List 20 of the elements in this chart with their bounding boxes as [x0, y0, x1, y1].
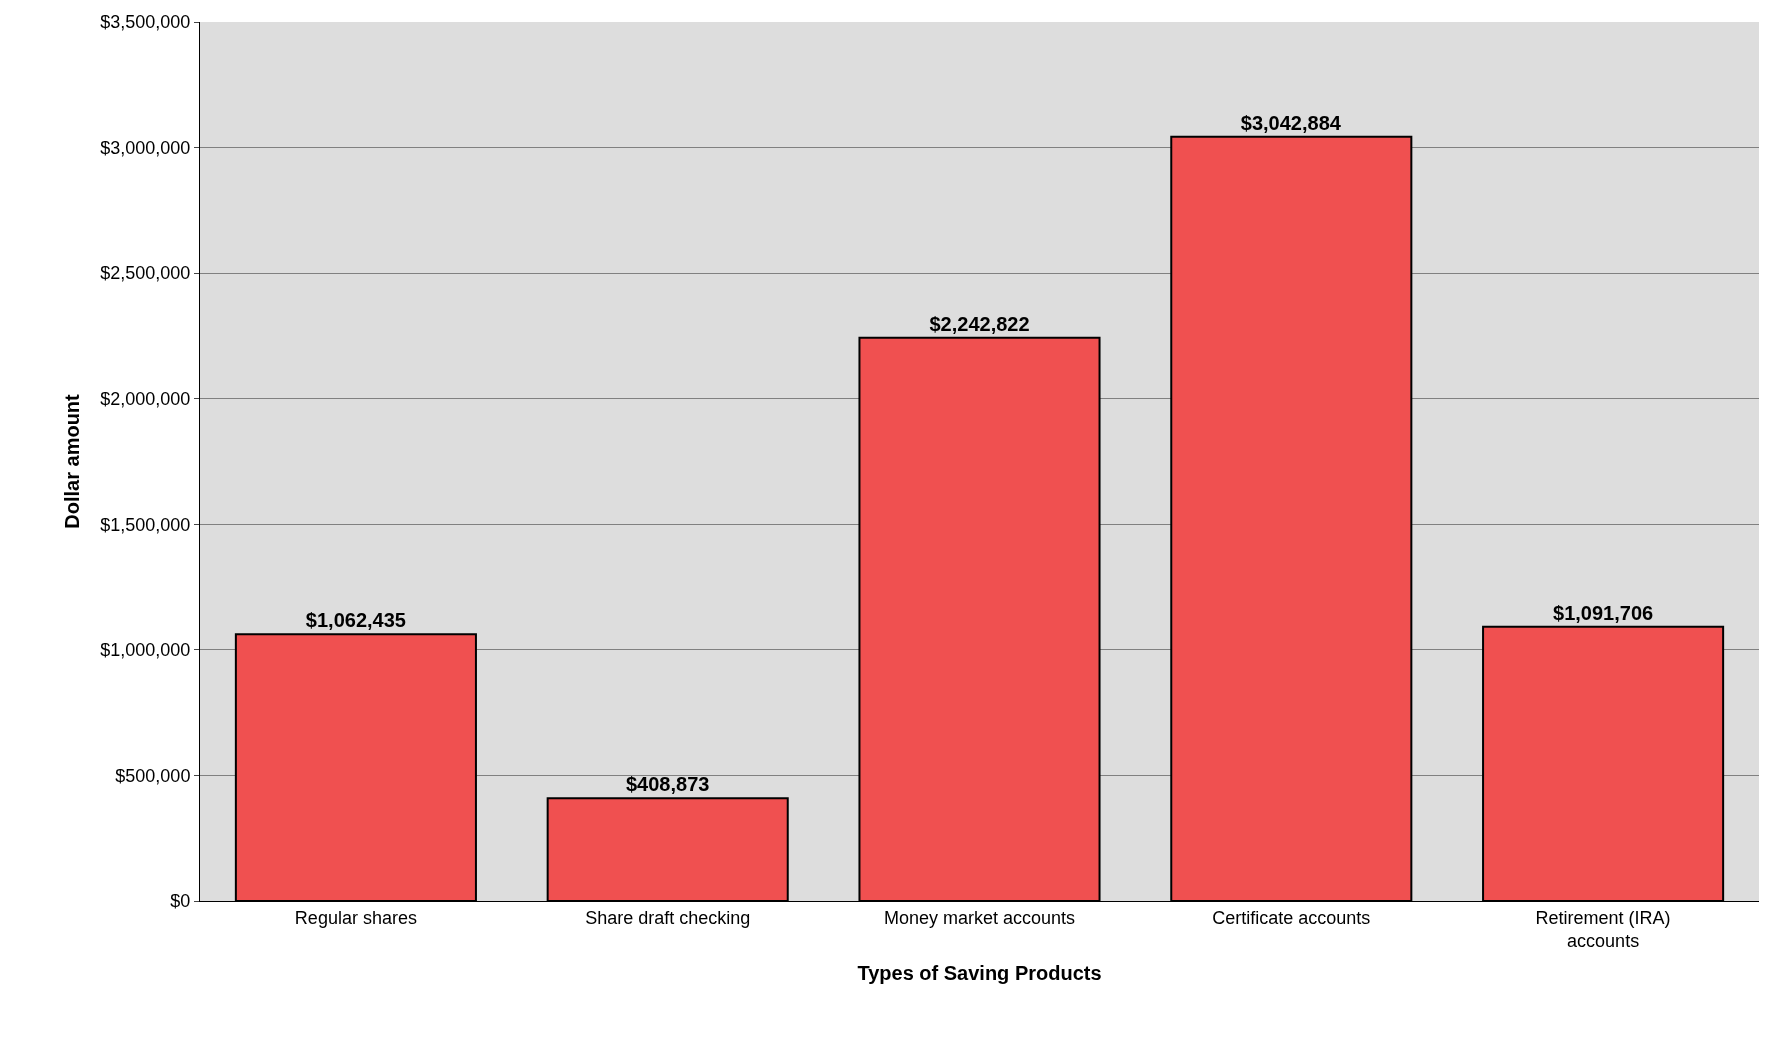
y-tick-label: $2,000,000	[100, 389, 191, 410]
y-tick-label: $1,500,000	[100, 514, 191, 535]
x-tick-label: Certificate accounts	[1212, 907, 1371, 928]
y-axis-title: Dollar amount	[60, 393, 83, 529]
data-label: $1,091,706	[1553, 601, 1654, 624]
data-label: $408,873	[625, 773, 710, 796]
y-tick-label: $0	[170, 891, 191, 912]
y-tick-label: $1,000,000	[100, 640, 191, 661]
x-tick-label: Regular shares	[294, 907, 417, 928]
data-label: $1,062,435	[305, 609, 406, 632]
data-label: $2,242,822	[929, 312, 1030, 335]
y-tick-label: $3,000,000	[100, 137, 191, 158]
x-tick-label: Share draft checking	[585, 907, 751, 928]
x-axis-title: Types of Saving Products	[857, 961, 1102, 984]
x-tick-label: Money market accounts	[883, 907, 1076, 928]
data-label: $3,042,884	[1240, 111, 1342, 134]
y-tick-label: $3,500,000	[100, 12, 191, 33]
y-tick-label: $500,000	[115, 765, 191, 786]
y-tick-label: $2,500,000	[100, 263, 191, 284]
x-tick-label: Retirement (IRA) accounts	[1535, 907, 1671, 951]
